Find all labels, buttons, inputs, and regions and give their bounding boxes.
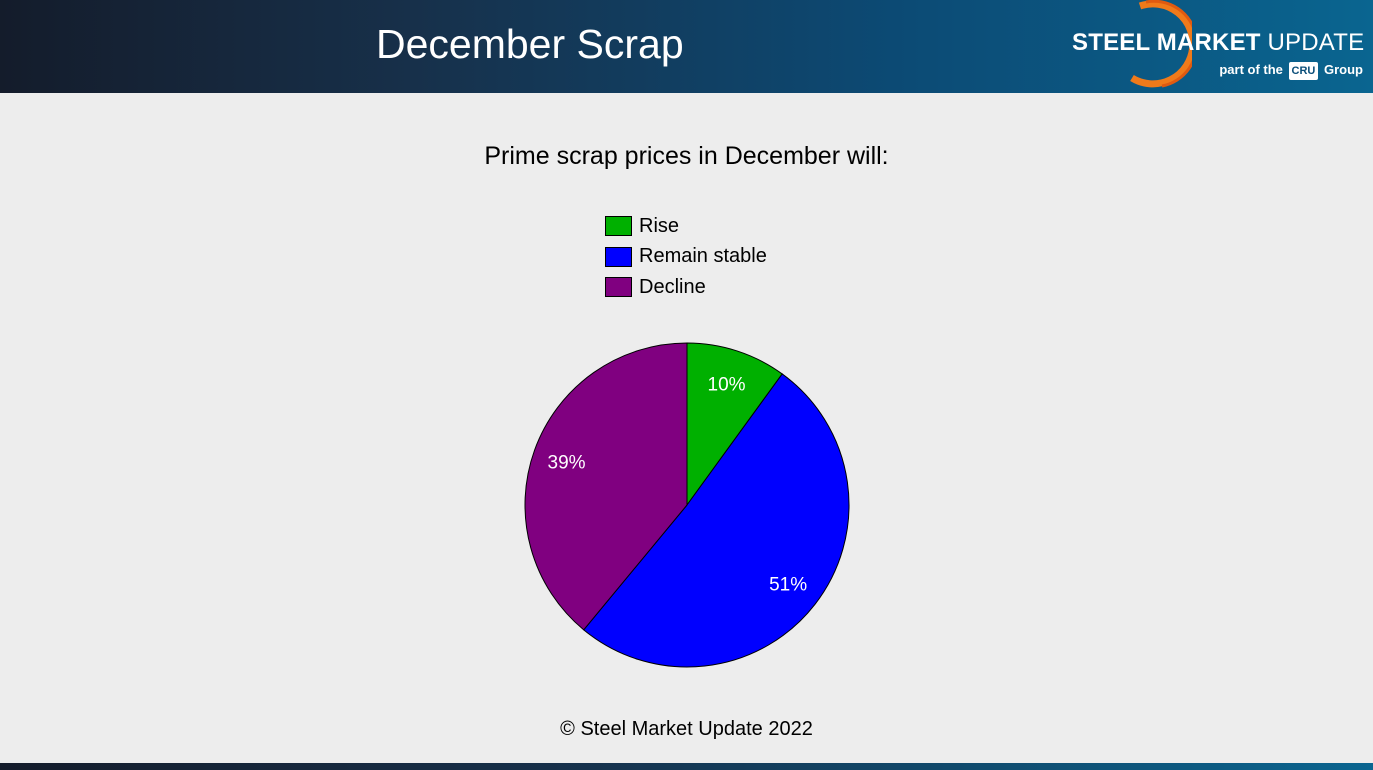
legend-label-remain-stable: Remain stable: [639, 245, 767, 268]
copyright-text: © Steel Market Update 2022: [560, 718, 813, 740]
logo-sub-prefix: part of the: [1219, 62, 1283, 77]
legend-swatch-rise: [605, 216, 632, 237]
cru-logo-box: CRU: [1288, 61, 1319, 80]
data-label-remain-stable: 51%: [769, 574, 807, 595]
legend-label-rise: Rise: [639, 214, 680, 237]
chart-title: Prime scrap prices in December will:: [484, 142, 889, 170]
legend-item-rise: Rise: [605, 211, 767, 242]
legend-item-remain-stable: Remain stable: [605, 242, 767, 273]
logo-subline: part of the CRU Group: [1219, 60, 1363, 80]
data-label-decline: 39%: [548, 453, 586, 474]
logo-wordmark: STEEL MARKET UPDATE: [1072, 29, 1364, 57]
pie-slice-remain-stable: [583, 373, 850, 668]
data-label-rise: 10%: [708, 374, 746, 395]
logo-brand-light: UPDATE: [1267, 29, 1365, 56]
logo-sub-suffix: Group: [1324, 62, 1363, 77]
legend-label-decline: Decline: [639, 275, 706, 298]
logo-brand-bold: STEEL MARKET: [1072, 29, 1261, 56]
pie-slice-rise: [686, 342, 783, 507]
brand-logo: STEEL MARKET UPDATE part of the CRU Grou…: [1062, 0, 1373, 93]
footer-bar: [0, 763, 1373, 770]
logo-arc-icon: [1130, 0, 1192, 88]
legend-item-decline: Decline: [605, 272, 767, 303]
pie-slice-decline: [524, 342, 688, 631]
legend-swatch-decline: [605, 277, 632, 298]
header-bar: December Scrap STEEL MARKET UPDATE part …: [0, 0, 1373, 93]
chart-legend: Rise Remain stable Decline: [605, 211, 767, 303]
page-title: December Scrap: [376, 21, 684, 67]
legend-swatch-remain-stable: [605, 246, 632, 267]
